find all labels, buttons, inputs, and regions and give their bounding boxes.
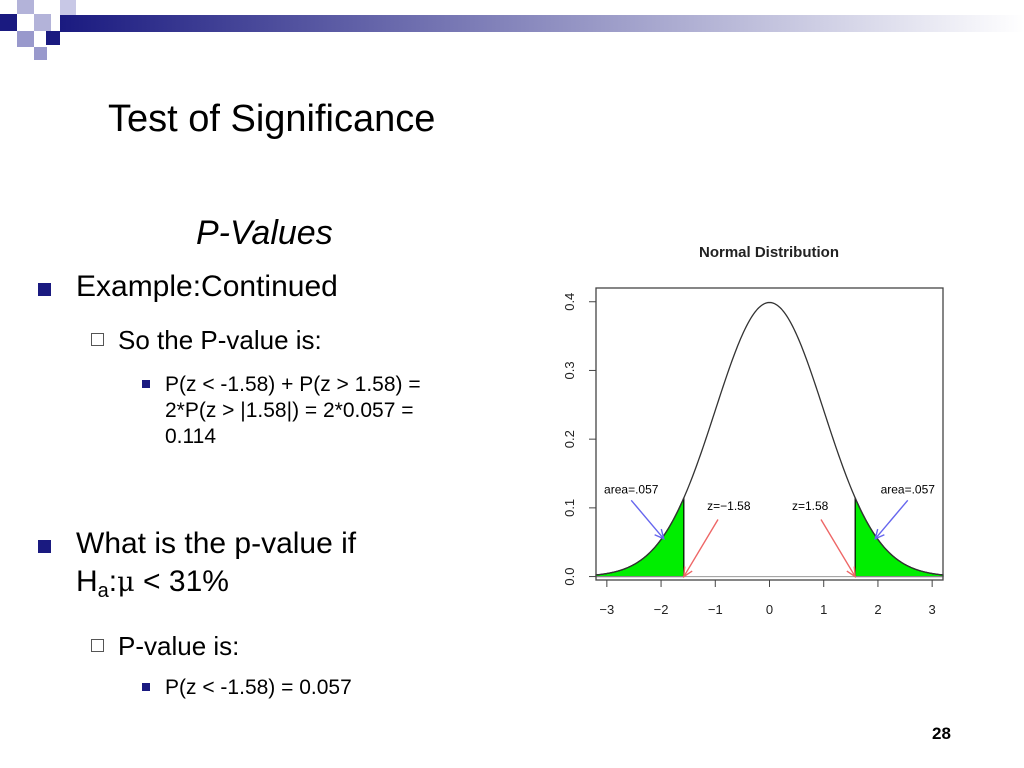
- z-arrow-right: [820, 519, 856, 577]
- small-square-bullet-icon: [142, 380, 150, 388]
- header-decoration: [0, 0, 1024, 60]
- x-tick-label: 1: [820, 602, 827, 617]
- square-bullet-icon: [38, 540, 51, 553]
- y-tick-label: 0.1: [562, 499, 577, 517]
- hypothesis-rest: < 31%: [134, 565, 229, 598]
- sub-bullet-text: P-value is:: [118, 631, 240, 661]
- question-line-2: Ha:μ < 31%: [76, 563, 356, 610]
- z-arrow-right-head: [846, 566, 856, 578]
- plot-frame: [595, 287, 944, 581]
- chart-title: Normal Distribution: [699, 244, 839, 261]
- normal-distribution-chart: Normal Distribution −3 −2 −1 0 1 2 3 0.0 0.1 0.2 0.…: [562, 244, 944, 617]
- mu-symbol: μ: [117, 567, 135, 598]
- formula-line-2: 2*P(z > |1.58|) = 2*0.057 =: [165, 399, 414, 422]
- z-arrow-left: [683, 519, 719, 577]
- sub-bullet-p-value-answer: P-value is:: [91, 630, 240, 662]
- small-square-bullet-icon: [142, 683, 150, 691]
- square-bullet-icon: [38, 283, 51, 296]
- hypothesis-colon: :: [108, 565, 118, 598]
- area-arrow-right-head: [874, 528, 885, 541]
- z-arrow-left-head: [683, 566, 693, 578]
- sub-bullet-text: So the P-value is:: [118, 325, 322, 355]
- hypothesis-subscript: a: [97, 580, 109, 602]
- slide-title: Test of Significance: [108, 98, 436, 140]
- bullet-example: Example:Continued: [38, 268, 338, 306]
- z-annotation: z=−1.58: [707, 499, 751, 513]
- hollow-square-bullet-icon: [91, 333, 104, 346]
- bullet-text: Example:Continued: [76, 270, 338, 303]
- y-tick-label: 0.2: [562, 430, 577, 448]
- density-curve: [595, 301, 944, 576]
- y-tick-label: 0.3: [562, 361, 577, 379]
- x-tick-label: −3: [599, 602, 614, 617]
- formula-line-3: 0.114: [165, 425, 216, 448]
- bullet-question: What is the p-value if Ha:μ < 31%: [38, 525, 357, 610]
- x-tick-label: −1: [708, 602, 723, 617]
- x-tick-label: 2: [874, 602, 881, 617]
- page-number: 28: [932, 724, 951, 743]
- hypothesis-h: H: [76, 565, 98, 598]
- y-tick-label: 0.4: [562, 293, 577, 311]
- formula-line: P(z < -1.58) = 0.057: [165, 676, 352, 699]
- x-tick-label: −2: [654, 602, 669, 617]
- formula-line-1: P(z < -1.58) + P(z > 1.58) =: [165, 373, 421, 396]
- x-tick-label: 0: [766, 602, 773, 617]
- sub-sub-bullet-one-sided: P(z < -1.58) = 0.057: [142, 675, 352, 701]
- y-tick-label: 0.0: [562, 568, 577, 586]
- sub-bullet-p-value: So the P-value is:: [91, 324, 322, 356]
- question-line-1: What is the p-value if: [76, 527, 357, 560]
- area-arrow-left-head: [654, 528, 665, 541]
- area-annotation: area=.057: [604, 482, 659, 496]
- z-annotation: z=1.58: [792, 499, 829, 513]
- sub-sub-bullet-two-sided: P(z < -1.58) + P(z > 1.58) = 2*P(z > |1.…: [142, 372, 421, 450]
- slide-subtitle: P-Values: [196, 214, 333, 252]
- area-annotation: area=.057: [881, 482, 936, 496]
- hollow-square-bullet-icon: [91, 639, 104, 652]
- x-tick-label: 3: [929, 602, 936, 617]
- area-arrow-right: [874, 499, 909, 540]
- area-arrow-left: [630, 499, 665, 540]
